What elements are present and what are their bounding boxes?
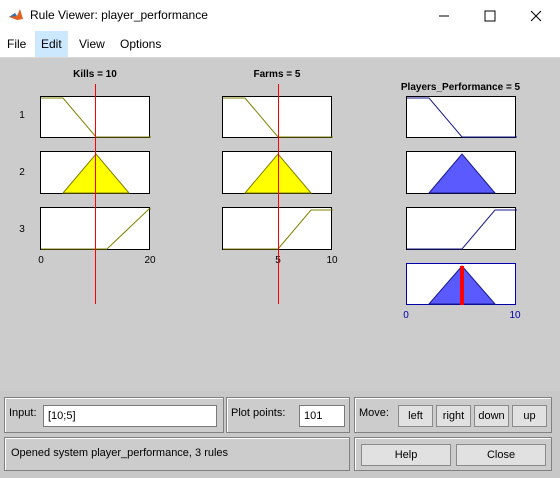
input-field[interactable]: [10;5] [43,405,217,427]
menu-view[interactable]: View [79,37,105,51]
close-window-button[interactable] [513,0,559,31]
kills-tick-max: 20 [144,255,156,266]
output-rule1-mf [406,96,517,138]
farms-rule3-mf[interactable] [222,207,333,250]
output-title: Players_Performance = 5 [400,82,521,93]
farms-rule1-mf[interactable] [222,96,333,138]
help-close-panel: Help Close [354,437,552,471]
close-button[interactable]: Close [456,444,546,466]
move-label: Move: [359,407,389,419]
rule-plot-area: Kills = 10 Farms = 5 Players_Performance… [0,58,560,391]
output-rule3-mf [406,207,517,250]
plot-points-panel: Plot points: 101 [226,397,350,433]
minimize-button[interactable] [421,0,467,31]
close-icon [530,10,542,22]
farms-tick-max: 10 [326,255,338,266]
input-label: Input: [9,407,37,419]
farms-title: Farms = 5 [253,69,301,80]
aggregate-output-plot [406,263,516,305]
title-bar: Rule Viewer: player_performance [0,0,560,31]
maximize-icon [484,10,496,22]
move-down-button[interactable]: down [474,405,509,427]
farms-input-marker[interactable] [278,84,279,304]
menu-bar: File Edit View Options [0,31,560,58]
move-right-button[interactable]: right [436,405,471,427]
matlab-icon [9,9,23,20]
input-panel: Input: [10;5] [4,397,224,433]
move-up-button[interactable]: up [512,405,547,427]
output-tick-max: 10 [509,310,521,321]
status-text: Opened system player_performance, 3 rule… [11,447,229,459]
move-left-button[interactable]: left [398,405,433,427]
menu-options[interactable]: Options [120,37,162,51]
window-title: Rule Viewer: player_performance [30,8,208,22]
menu-file[interactable]: File [7,37,27,51]
rule-number-1: 1 [19,110,25,121]
farms-rule2-mf[interactable] [222,151,332,194]
maximize-button[interactable] [467,0,513,31]
move-panel: Move: left right down up [354,397,552,433]
menu-edit[interactable]: Edit [35,31,68,57]
plot-points-label: Plot points: [231,407,286,419]
kills-title: Kills = 10 [73,69,117,80]
rule-number-3: 3 [19,224,25,235]
output-tick-min: 0 [403,310,409,321]
status-panel: Opened system player_performance, 3 rule… [4,437,350,471]
kills-tick-min: 0 [38,255,44,266]
rule-number-2: 2 [19,167,25,178]
minimize-icon [439,15,449,17]
output-rule2-mf [406,151,516,194]
plot-points-field[interactable]: 101 [299,405,345,427]
help-button[interactable]: Help [361,444,451,466]
kills-input-marker[interactable] [95,84,96,304]
control-panel: Input: [10;5] Plot points: 101 Move: lef… [0,391,560,478]
